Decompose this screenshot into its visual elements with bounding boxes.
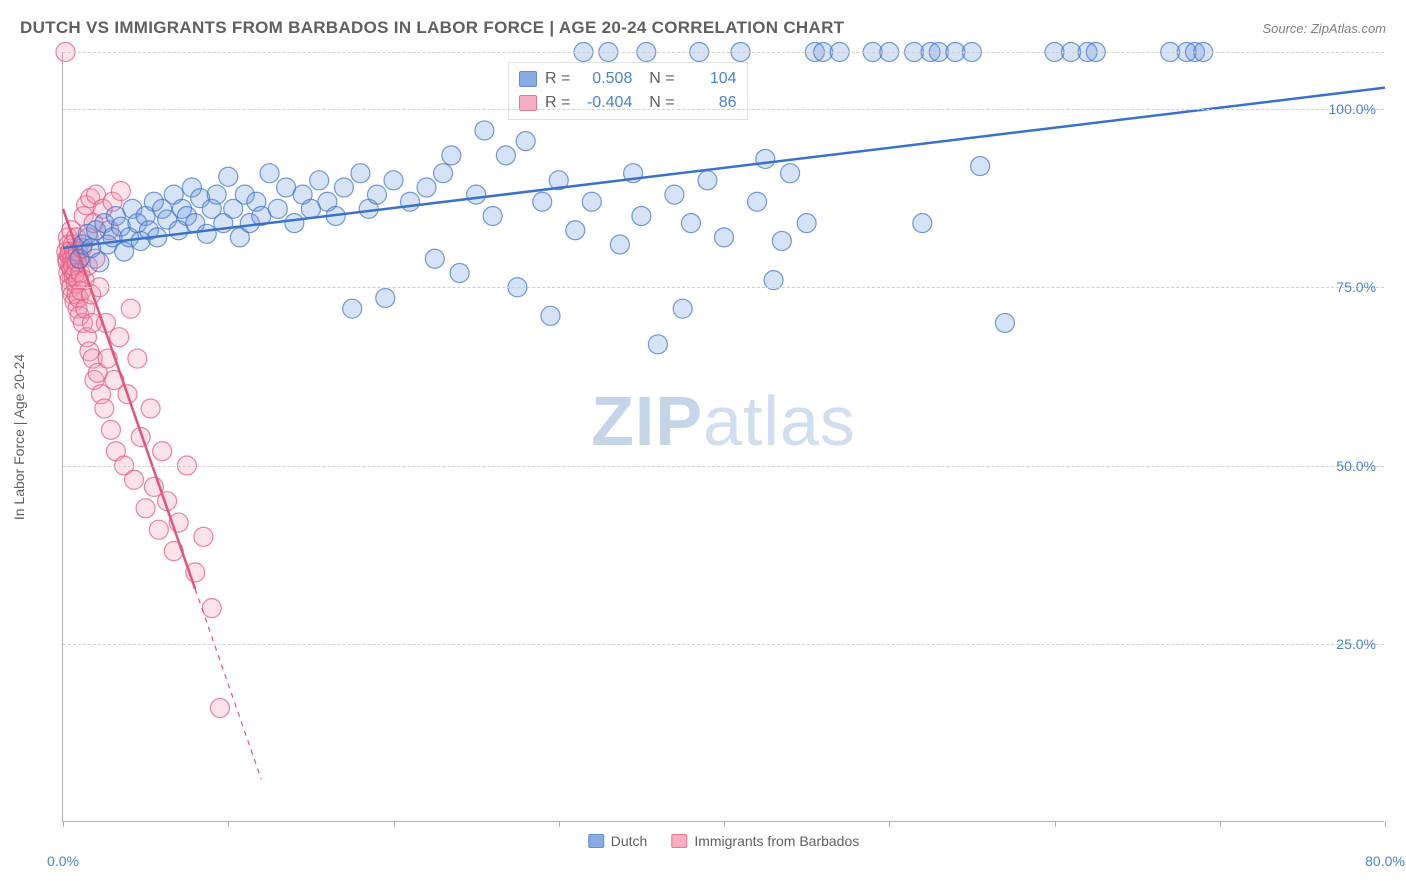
dutch-point	[425, 249, 444, 268]
dutch-point	[566, 221, 585, 240]
barbados-point	[125, 470, 144, 489]
chart-area: In Labor Force | Age 20-24 ZIPatlas R = …	[62, 52, 1384, 822]
y-tick-label: 100.0%	[1329, 101, 1376, 117]
dutch-point	[913, 214, 932, 233]
barbados-point	[210, 698, 229, 717]
dutch-point	[748, 192, 767, 211]
dutch-point	[483, 206, 502, 225]
dutch-point	[334, 178, 353, 197]
dutch-point	[533, 192, 552, 211]
dutch-point	[384, 171, 403, 190]
dutch-point	[496, 146, 515, 165]
dutch-n-value: 104	[683, 70, 737, 88]
barbados-point	[141, 399, 160, 418]
barbados-point	[95, 399, 114, 418]
dutch-point	[582, 192, 601, 211]
dutch-point	[197, 224, 216, 243]
dutch-legend-swatch-icon	[588, 834, 604, 848]
dutch-point	[772, 231, 791, 250]
dutch-point	[781, 164, 800, 183]
dutch-point	[715, 228, 734, 247]
dutch-r-value: 0.508	[578, 70, 632, 88]
barbados-point	[128, 349, 147, 368]
dutch-point	[648, 335, 667, 354]
barbados-point	[101, 420, 120, 439]
dutch-point	[219, 167, 238, 186]
dutch-point	[698, 171, 717, 190]
barbados-point	[110, 328, 129, 347]
dutch-point	[343, 299, 362, 318]
x-tick-label: 80.0%	[1365, 853, 1405, 869]
dutch-point	[90, 253, 109, 272]
y-tick-label: 75.0%	[1336, 279, 1376, 295]
dutch-point	[475, 121, 494, 140]
dutch-point	[285, 214, 304, 233]
barbados-point	[111, 182, 130, 201]
series-legend: Dutch Immigrants from Barbados	[588, 833, 860, 849]
dutch-point	[417, 178, 436, 197]
dutch-point	[467, 185, 486, 204]
dutch-point	[310, 171, 329, 190]
dutch-point	[541, 306, 560, 325]
x-tick-label: 0.0%	[47, 853, 79, 869]
dutch-point	[260, 164, 279, 183]
correlation-legend: R = 0.508 N = 104 R = -0.404 N = 86	[508, 62, 748, 120]
barbados-point	[202, 599, 221, 618]
dutch-point	[434, 164, 453, 183]
dutch-point	[516, 132, 535, 151]
dutch-point	[268, 199, 287, 218]
dutch-point	[681, 214, 700, 233]
dutch-point	[665, 185, 684, 204]
dutch-point	[610, 235, 629, 254]
source-label: Source: ZipAtlas.com	[1262, 21, 1386, 36]
dutch-point	[995, 313, 1014, 332]
dutch-point	[401, 192, 420, 211]
barbados-point	[194, 527, 213, 546]
barbados-point	[153, 442, 172, 461]
y-tick-label: 25.0%	[1336, 636, 1376, 652]
dutch-point	[442, 146, 461, 165]
y-tick-label: 50.0%	[1336, 458, 1376, 474]
dutch-point	[756, 149, 775, 168]
barbados-point	[121, 299, 140, 318]
dutch-point	[367, 185, 386, 204]
dutch-legend-label: Dutch	[611, 833, 648, 849]
chart-title: DUTCH VS IMMIGRANTS FROM BARBADOS IN LAB…	[20, 18, 844, 38]
dutch-point	[797, 214, 816, 233]
dutch-point	[673, 299, 692, 318]
barbados-legend-swatch-icon	[671, 834, 687, 848]
barbados-point	[136, 499, 155, 518]
dutch-point	[351, 164, 370, 183]
dutch-swatch-icon	[519, 71, 537, 87]
barbados-trendline-dashed	[195, 589, 261, 779]
barbados-legend-label: Immigrants from Barbados	[694, 833, 859, 849]
dutch-point	[376, 288, 395, 307]
stat-r-label: R =	[545, 70, 570, 88]
plot-svg	[63, 52, 1384, 821]
dutch-point	[632, 206, 651, 225]
y-axis-title: In Labor Force | Age 20-24	[11, 353, 27, 519]
barbados-point	[149, 520, 168, 539]
stat-n-label: N =	[640, 70, 674, 88]
dutch-point	[207, 185, 226, 204]
dutch-point	[450, 264, 469, 283]
dutch-point	[971, 157, 990, 176]
